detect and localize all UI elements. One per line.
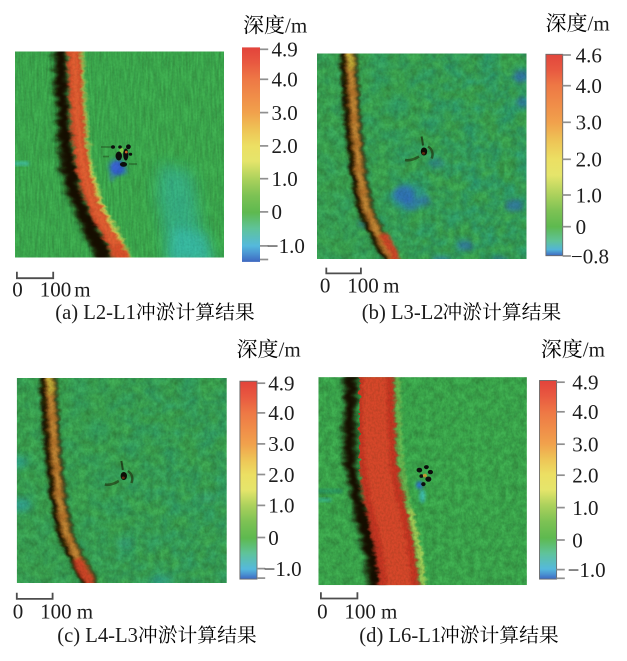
svg-text:/m: /m [583, 338, 605, 362]
svg-text:2.0: 2.0 [268, 463, 294, 487]
svg-text:4.6: 4.6 [576, 43, 602, 67]
svg-text:m: m [77, 599, 93, 623]
svg-text:m: m [383, 274, 399, 298]
svg-text:−1.0: −1.0 [267, 234, 305, 258]
svg-text:3.0: 3.0 [272, 101, 298, 125]
svg-text:1.0: 1.0 [576, 183, 602, 207]
svg-text:4.9: 4.9 [572, 371, 598, 395]
svg-text:0: 0 [576, 215, 587, 239]
svg-text:0: 0 [12, 278, 23, 302]
svg-text:2.0: 2.0 [576, 148, 602, 172]
svg-text:1.0: 1.0 [572, 496, 598, 520]
svg-text:(a) L2-L1: (a) L2-L1 [55, 302, 136, 324]
svg-text:0: 0 [572, 528, 583, 552]
svg-text:3.0: 3.0 [576, 111, 602, 135]
svg-text:4.9: 4.9 [272, 38, 298, 62]
svg-text:1.0: 1.0 [272, 167, 298, 191]
svg-text:3.0: 3.0 [572, 433, 598, 457]
svg-text:−1.0: −1.0 [568, 558, 606, 582]
svg-text:4.0: 4.0 [572, 400, 598, 424]
svg-text:100: 100 [40, 599, 72, 623]
svg-text:2.0: 2.0 [572, 464, 598, 488]
svg-text:4.0: 4.0 [272, 68, 298, 92]
svg-text:4.0: 4.0 [576, 74, 602, 98]
svg-text:/m: /m [279, 338, 301, 362]
svg-text:4.0: 4.0 [268, 401, 294, 425]
svg-text:(d) L6-L1: (d) L6-L1 [359, 625, 441, 647]
svg-text:0: 0 [272, 200, 283, 224]
svg-text:m: m [381, 599, 397, 623]
svg-text:0: 0 [317, 599, 328, 623]
svg-text:−1.0: −1.0 [264, 557, 302, 581]
svg-text:0: 0 [13, 599, 23, 623]
svg-text:/m: /m [285, 14, 307, 38]
svg-text:100: 100 [347, 274, 379, 298]
svg-text:4.9: 4.9 [268, 372, 294, 396]
svg-text:−0.8: −0.8 [571, 244, 609, 268]
svg-text:3.0: 3.0 [268, 432, 294, 456]
svg-text:2.0: 2.0 [272, 134, 298, 158]
svg-text:/m: /m [588, 12, 610, 36]
svg-text:0: 0 [268, 526, 279, 550]
svg-text:(b) L3-L2: (b) L3-L2 [362, 302, 444, 324]
svg-text:1.0: 1.0 [268, 494, 294, 518]
svg-text:100: 100 [40, 278, 71, 302]
svg-text:0: 0 [320, 274, 331, 298]
svg-text:m: m [74, 278, 90, 302]
svg-text:100: 100 [344, 599, 376, 623]
svg-text:(c) L4-L3: (c) L4-L3 [57, 625, 138, 647]
